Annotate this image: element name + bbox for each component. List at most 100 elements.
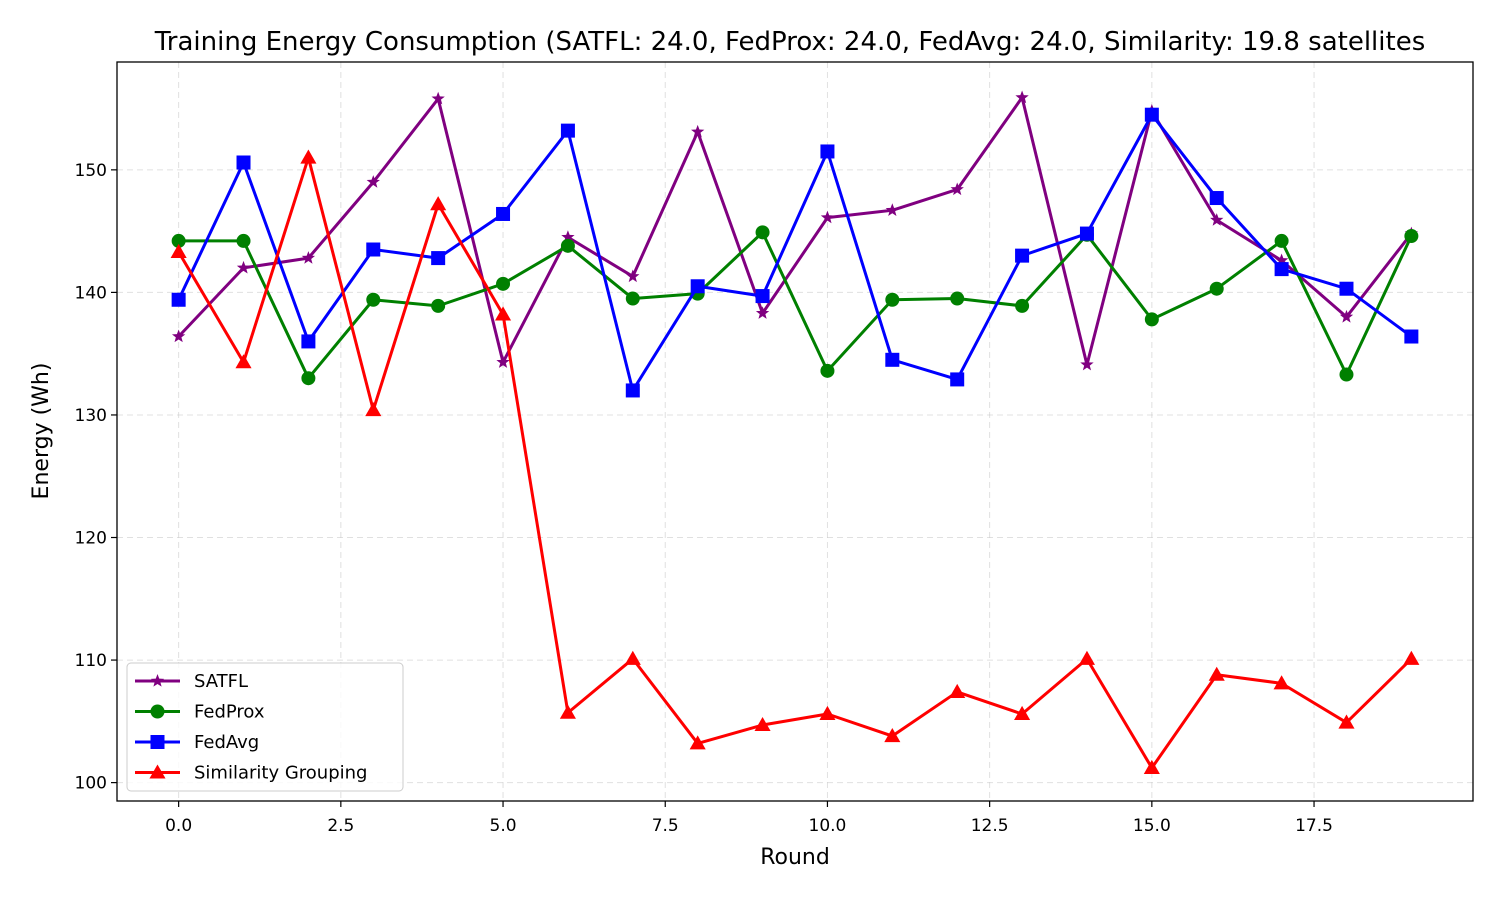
data-point-fedprox: [820, 363, 835, 378]
data-point-fedprox: [1015, 298, 1030, 313]
data-point-similarity-grouping: [1208, 666, 1225, 681]
data-point-fedavg: [301, 334, 316, 349]
data-point-fedavg: [950, 372, 965, 387]
data-point-similarity-grouping: [170, 243, 187, 258]
data-point-fedprox: [171, 233, 186, 248]
data-point-fedavg: [690, 279, 705, 294]
data-point-similarity-grouping: [884, 727, 901, 743]
data-point-fedavg: [625, 383, 640, 398]
data-point-similarity-grouping: [949, 683, 966, 698]
data-point-fedprox: [1274, 233, 1289, 248]
chart-title: Training Energy Consumption (SATFL: 24.0…: [154, 27, 1426, 57]
series-line-fedavg: [177, 113, 1413, 392]
x-tick-label: 17.5: [1295, 816, 1333, 836]
data-point-similarity-grouping: [624, 650, 641, 665]
legend-box: [126, 662, 404, 792]
legend-marker: [150, 674, 165, 687]
data-point-fedprox: [1144, 312, 1159, 327]
series-similarity-grouping: [170, 149, 1420, 774]
plot-frame: [116, 61, 1474, 802]
data-point-satfl: [1015, 90, 1029, 104]
data-point-similarity-grouping: [819, 705, 836, 721]
x-tick-label: 0.0: [165, 816, 192, 836]
legend-item-satfl: SATFL: [135, 671, 248, 692]
data-point-satfl: [561, 230, 575, 243]
data-point-similarity-grouping: [1403, 650, 1420, 665]
data-point-satfl: [301, 251, 316, 264]
x-tick-label: 5.0: [490, 816, 517, 836]
data-point-fedavg: [1079, 226, 1094, 241]
series-line-fedprox: [178, 230, 1413, 380]
data-point-fedprox: [431, 298, 446, 313]
data-point-satfl: [885, 203, 899, 216]
x-tick-label: 15.0: [1133, 816, 1171, 836]
data-point-fedavg: [755, 289, 770, 304]
data-point-similarity-grouping: [1143, 759, 1160, 774]
data-point-fedprox: [366, 292, 381, 307]
legend-item-similarity-grouping: Similarity Grouping: [135, 763, 367, 784]
data-point-similarity-grouping: [1338, 714, 1355, 729]
data-point-satfl: [1339, 309, 1354, 323]
x-tick-label: 12.5: [971, 816, 1009, 836]
data-point-similarity-grouping: [689, 735, 706, 750]
data-point-similarity-grouping: [300, 149, 317, 164]
x-tick-label: 7.5: [652, 816, 679, 836]
series-fedavg: [171, 107, 1419, 398]
data-point-fedavg: [431, 251, 446, 266]
y-tick-label: 110: [75, 651, 107, 671]
data-point-fedavg: [236, 155, 251, 170]
data-point-satfl: [1210, 213, 1224, 226]
data-point-fedprox: [1339, 367, 1354, 382]
data-point-fedavg: [1339, 281, 1354, 296]
legend-label: FedProx: [194, 702, 265, 723]
data-point-fedprox: [560, 238, 575, 253]
data-point-fedavg: [171, 292, 186, 307]
y-axis: 100 110 120 130 140 150: [75, 161, 117, 794]
data-point-fedavg: [560, 123, 575, 138]
y-tick-label: 130: [75, 406, 107, 426]
data-point-similarity-grouping: [559, 704, 576, 719]
series-line-similarity-grouping: [177, 156, 1413, 770]
x-tick-label: 2.5: [327, 816, 354, 836]
data-point-fedavg: [1404, 329, 1419, 344]
legend-marker: [149, 764, 166, 779]
data-point-satfl: [431, 91, 445, 105]
data-point-fedavg: [1274, 262, 1289, 277]
legend-item-fedavg: FedAvg: [135, 732, 259, 753]
data-point-satfl: [950, 182, 964, 196]
series-fedprox: [171, 225, 1419, 386]
data-point-fedavg: [366, 242, 381, 257]
data-point-satfl: [820, 210, 835, 224]
data-point-similarity-grouping: [754, 716, 771, 732]
data-point-fedavg: [820, 144, 835, 159]
x-axis: 0.0 2.5 5.0 7.5 10.0 12.5 15.0 17.5: [165, 801, 1333, 836]
data-point-fedprox: [1404, 229, 1419, 244]
y-axis-label: Energy (Wh): [29, 363, 54, 500]
data-point-fedavg: [885, 352, 900, 367]
data-point-satfl: [366, 175, 380, 188]
legend: SATFL FedProx FedAvg Similarity Grouping: [126, 662, 404, 792]
data-point-fedavg: [496, 206, 511, 221]
data-point-satfl: [1080, 357, 1094, 371]
legend-item-fedprox: FedProx: [135, 702, 265, 723]
data-point-fedprox: [885, 292, 900, 307]
data-point-similarity-grouping: [1273, 675, 1290, 690]
legend-label: Similarity Grouping: [194, 763, 367, 784]
x-axis-label: Round: [760, 845, 830, 870]
data-point-satfl: [496, 355, 510, 368]
data-point-satfl: [1274, 253, 1289, 267]
legend-marker: [150, 735, 165, 749]
data-point-fedavg: [1209, 191, 1224, 206]
data-point-fedprox: [301, 371, 316, 386]
x-tick-label: 10.0: [809, 816, 847, 836]
data-point-fedavg: [1015, 248, 1030, 263]
data-point-similarity-grouping: [365, 402, 382, 417]
legend-marker: [150, 704, 165, 719]
data-point-satfl: [171, 329, 186, 343]
y-tick-label: 100: [75, 774, 107, 794]
legend-label: SATFL: [194, 671, 248, 692]
data-point-similarity-grouping: [430, 196, 447, 211]
data-point-similarity-grouping: [235, 354, 252, 369]
data-point-satfl: [755, 306, 770, 319]
